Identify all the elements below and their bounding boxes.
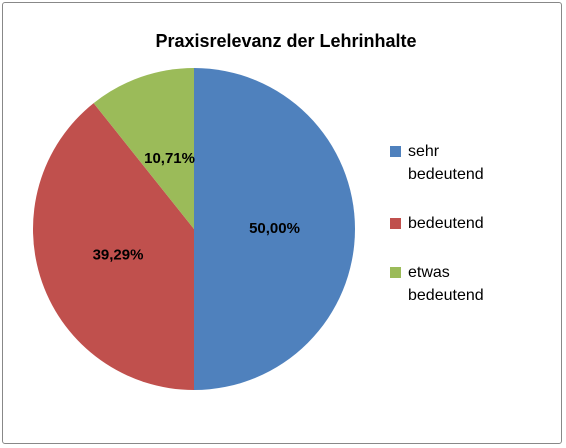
legend-label: bedeutend bbox=[408, 215, 484, 232]
data-label: 50,00% bbox=[249, 220, 300, 237]
legend-swatch bbox=[390, 146, 401, 157]
legend-swatch bbox=[390, 218, 401, 229]
pie-slice bbox=[33, 103, 194, 390]
legend-label: sehr bedeutend bbox=[408, 143, 484, 183]
legend-item: etwas bedeutend bbox=[390, 261, 518, 307]
legend: sehr bedeutend bedeutend etwas bedeutend bbox=[390, 140, 518, 333]
legend-item: bedeutend bbox=[390, 212, 518, 235]
pie-slice bbox=[93, 68, 194, 229]
legend-label: etwas bedeutend bbox=[408, 264, 484, 304]
legend-item: sehr bedeutend bbox=[390, 140, 518, 186]
chart-title: Praxisrelevanz der Lehrinhalte bbox=[155, 31, 416, 51]
data-label: 10,71% bbox=[144, 150, 195, 167]
pie-slice bbox=[194, 68, 355, 390]
legend-swatch bbox=[390, 267, 401, 278]
data-label: 39,29% bbox=[93, 247, 144, 264]
chart-frame bbox=[2, 2, 562, 444]
